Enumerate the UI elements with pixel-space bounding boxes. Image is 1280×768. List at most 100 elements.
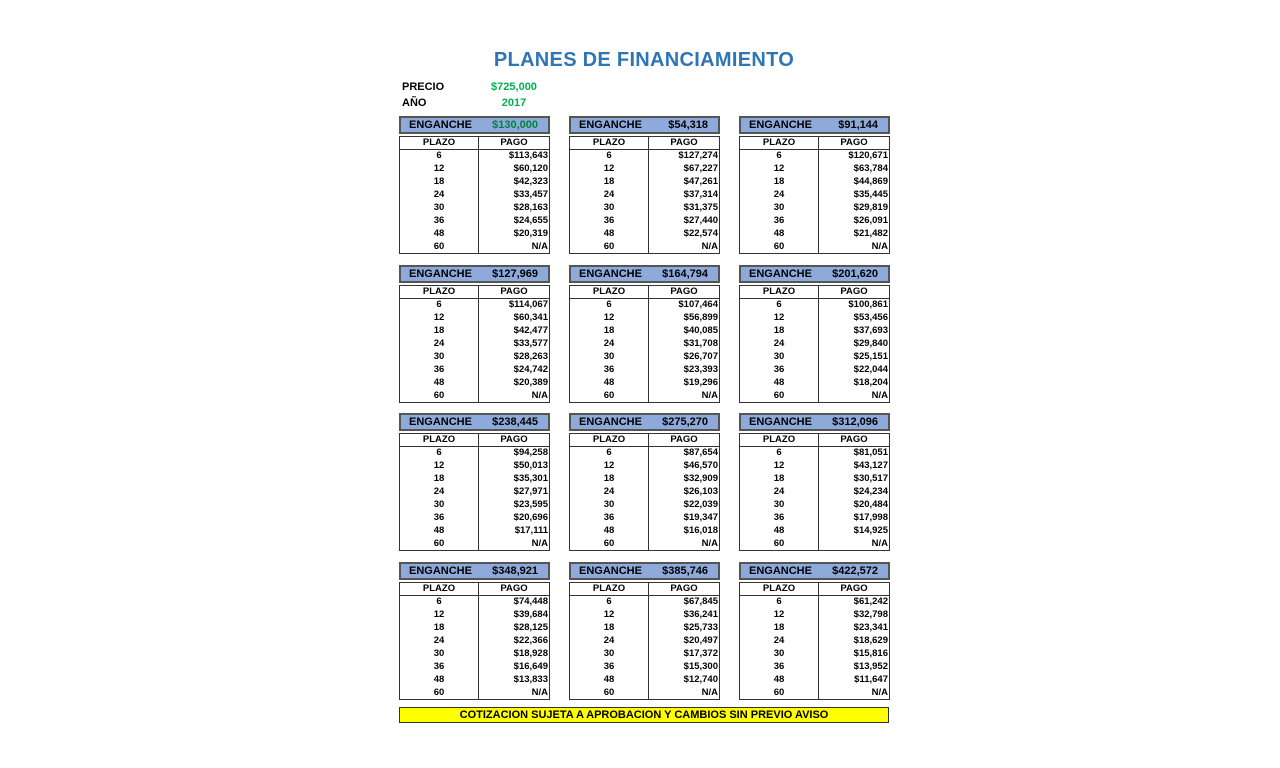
table-row: 6 $67,845 xyxy=(569,595,720,609)
pago-cell: N/A xyxy=(871,240,888,252)
enganche-label: ENGANCHE xyxy=(409,268,472,280)
table-row: 12 $63,784 xyxy=(739,162,890,176)
plazo-cell: 36 xyxy=(739,214,819,228)
table-row: 48 $17,111 xyxy=(399,524,550,538)
table-row: 30 $18,928 xyxy=(399,647,550,661)
table-row: 36 $20,696 xyxy=(399,511,550,525)
pago-cell: $46,570 xyxy=(683,460,718,472)
precio-label: PRECIO xyxy=(402,81,445,93)
table-row: 18 $30,517 xyxy=(739,472,890,486)
plazo-cell: 6 xyxy=(739,595,819,609)
table-row: 30 $17,372 xyxy=(569,647,720,661)
enganche-header: ENGANCHE $238,445 xyxy=(399,413,550,431)
table-row: 6 $120,671 xyxy=(739,149,890,163)
pago-cell: $20,497 xyxy=(683,635,718,647)
plazo-cell: 60 xyxy=(739,537,819,551)
col-plazo-header: PLAZO xyxy=(569,285,649,299)
pago-cell: $20,696 xyxy=(513,511,548,523)
plazo-cell: 48 xyxy=(739,227,819,241)
pago-cell: $13,833 xyxy=(513,673,548,685)
pago-cell: $35,445 xyxy=(853,189,888,201)
plazo-cell: 12 xyxy=(569,162,649,176)
plazo-cell: 30 xyxy=(399,647,479,661)
pago-cell: $43,127 xyxy=(853,460,888,472)
pago-cell: N/A xyxy=(531,389,548,401)
plazo-cell: 24 xyxy=(569,337,649,351)
plazo-cell: 36 xyxy=(569,214,649,228)
col-plazo-header: PLAZO xyxy=(569,136,649,150)
table-row: 24 $31,708 xyxy=(569,337,720,351)
pago-cell: $19,347 xyxy=(683,511,718,523)
pago-cell: $26,091 xyxy=(853,214,888,226)
table-row: 24 $29,840 xyxy=(739,337,890,351)
plazo-cell: 6 xyxy=(399,298,479,312)
plazo-cell: 24 xyxy=(569,188,649,202)
table-row: 36 $16,649 xyxy=(399,660,550,674)
table-row: 36 $13,952 xyxy=(739,660,890,674)
pago-cell: $32,798 xyxy=(853,609,888,621)
pago-cell: $21,482 xyxy=(853,227,888,239)
pago-cell: $26,707 xyxy=(683,351,718,362)
enganche-label: ENGANCHE xyxy=(579,416,642,428)
pago-cell: $32,909 xyxy=(683,473,718,485)
pago-cell: $37,314 xyxy=(683,189,718,201)
table-row: 18 $42,477 xyxy=(399,324,550,338)
pago-cell: $16,649 xyxy=(513,660,548,672)
pago-cell: $127,274 xyxy=(678,150,718,162)
plazo-cell: 6 xyxy=(739,446,819,460)
plazo-cell: 48 xyxy=(739,673,819,687)
plazo-cell: 24 xyxy=(739,485,819,499)
pago-cell: $15,816 xyxy=(853,648,888,659)
table-row: 12 $60,120 xyxy=(399,162,550,176)
pago-cell: $11,647 xyxy=(854,673,888,685)
table-row: 6 $107,464 xyxy=(569,298,720,312)
table-row: 24 $18,629 xyxy=(739,634,890,648)
enganche-label: ENGANCHE xyxy=(579,119,642,131)
enganche-value: $54,318 xyxy=(668,119,708,131)
table-row: 60 N/A xyxy=(569,240,720,254)
payment-table: PLAZO PAGO 6 $61,242 12 $32,798 18 $23,3… xyxy=(739,582,890,701)
plazo-cell: 12 xyxy=(399,311,479,325)
plazo-cell: 18 xyxy=(739,175,819,189)
table-row: 18 $28,125 xyxy=(399,621,550,635)
pago-cell: $42,477 xyxy=(513,325,548,337)
pago-cell: $94,258 xyxy=(513,447,548,459)
enganche-header: ENGANCHE $385,746 xyxy=(569,562,720,580)
payment-table: PLAZO PAGO 6 $67,845 12 $36,241 18 $25,7… xyxy=(569,582,720,701)
plazo-cell: 30 xyxy=(569,350,649,364)
table-row: 60 N/A xyxy=(399,686,550,700)
anio-label: AÑO xyxy=(402,97,427,109)
enganche-label: ENGANCHE xyxy=(409,416,472,428)
pago-cell: N/A xyxy=(531,686,548,698)
anio-value: 2017 xyxy=(501,97,527,109)
table-row: 60 N/A xyxy=(399,537,550,551)
pago-cell: $25,733 xyxy=(683,622,718,634)
table-row: 36 $24,655 xyxy=(399,214,550,228)
plazo-cell: 60 xyxy=(739,389,819,403)
plazo-cell: 48 xyxy=(399,376,479,390)
table-row: 48 $21,482 xyxy=(739,227,890,241)
disclaimer-banner: COTIZACION SUJETA A APROBACION Y CAMBIOS… xyxy=(399,707,889,723)
plazo-cell: 48 xyxy=(739,376,819,390)
table-row: 6 $94,258 xyxy=(399,446,550,460)
pago-cell: N/A xyxy=(531,537,548,549)
plazo-cell: 6 xyxy=(569,446,649,460)
table-row: 48 $19,296 xyxy=(569,376,720,390)
enganche-header: ENGANCHE $312,096 xyxy=(739,413,890,431)
col-pago-header: PAGO xyxy=(818,136,890,150)
enganche-value: $164,794 xyxy=(662,268,708,280)
col-plazo-header: PLAZO xyxy=(569,433,649,447)
payment-table: PLAZO PAGO 6 $100,861 12 $53,456 18 $37,… xyxy=(739,285,890,404)
payment-table: PLAZO PAGO 6 $81,051 12 $43,127 18 $30,5… xyxy=(739,433,890,552)
table-row: 48 $14,925 xyxy=(739,524,890,538)
enganche-value: $238,445 xyxy=(492,416,538,428)
plazo-cell: 36 xyxy=(399,214,479,228)
plazo-cell: 60 xyxy=(569,686,649,700)
payment-table: PLAZO PAGO 6 $114,067 12 $60,341 18 $42,… xyxy=(399,285,550,404)
pago-cell: $24,742 xyxy=(513,363,548,375)
pago-cell: $53,456 xyxy=(853,312,888,324)
plazo-cell: 24 xyxy=(399,188,479,202)
table-row: 30 $28,263 xyxy=(399,350,550,364)
pago-cell: $31,375 xyxy=(683,202,718,213)
table-row: 36 $24,742 xyxy=(399,363,550,377)
